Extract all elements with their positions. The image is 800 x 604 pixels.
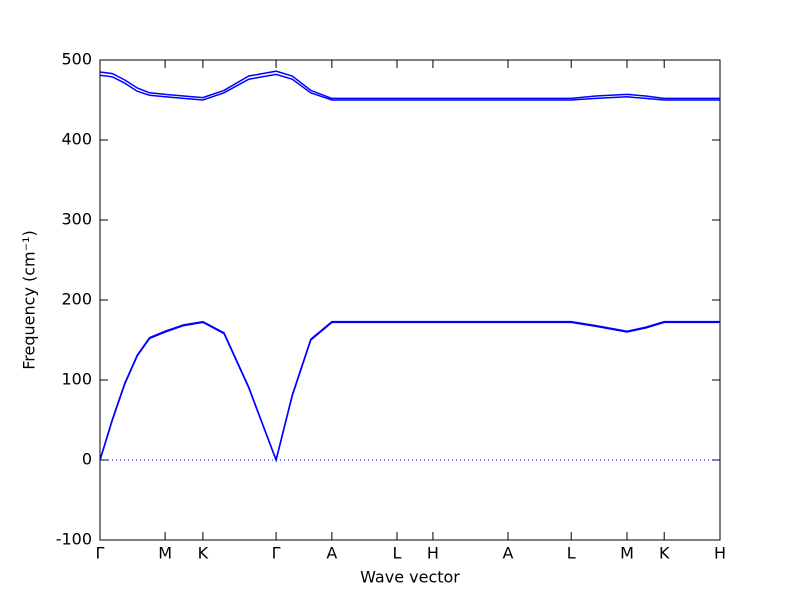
x-axis-label: Wave vector: [360, 568, 460, 587]
x-tick-label: K: [198, 544, 209, 563]
x-tick-label: H: [714, 544, 726, 563]
x-tick-label: M: [158, 544, 172, 563]
y-tick-label: 500: [61, 50, 92, 69]
x-tick-label: Γ: [272, 544, 281, 563]
band-line: [99, 320, 720, 463]
y-tick-label: 300: [61, 210, 92, 229]
x-tick-label: A: [326, 544, 337, 563]
band-line: [99, 73, 720, 101]
y-tick-label: 100: [61, 370, 92, 389]
y-tick-label: 400: [61, 130, 92, 149]
x-tick-label: Γ: [96, 544, 105, 563]
band-line: [99, 70, 720, 100]
y-axis-label: Frequency (cm⁻¹): [20, 230, 39, 369]
y-tick-label: -100: [56, 530, 92, 549]
x-tick-label: H: [427, 544, 439, 563]
x-tick-label: L: [393, 544, 402, 563]
x-tick-label: K: [659, 544, 670, 563]
x-tick-label: M: [620, 544, 634, 563]
y-tick-label: 200: [61, 290, 92, 309]
x-tick-label: A: [502, 544, 513, 563]
x-tick-label: L: [567, 544, 576, 563]
plot-frame: [99, 59, 721, 541]
y-tick-label: 0: [82, 450, 92, 469]
